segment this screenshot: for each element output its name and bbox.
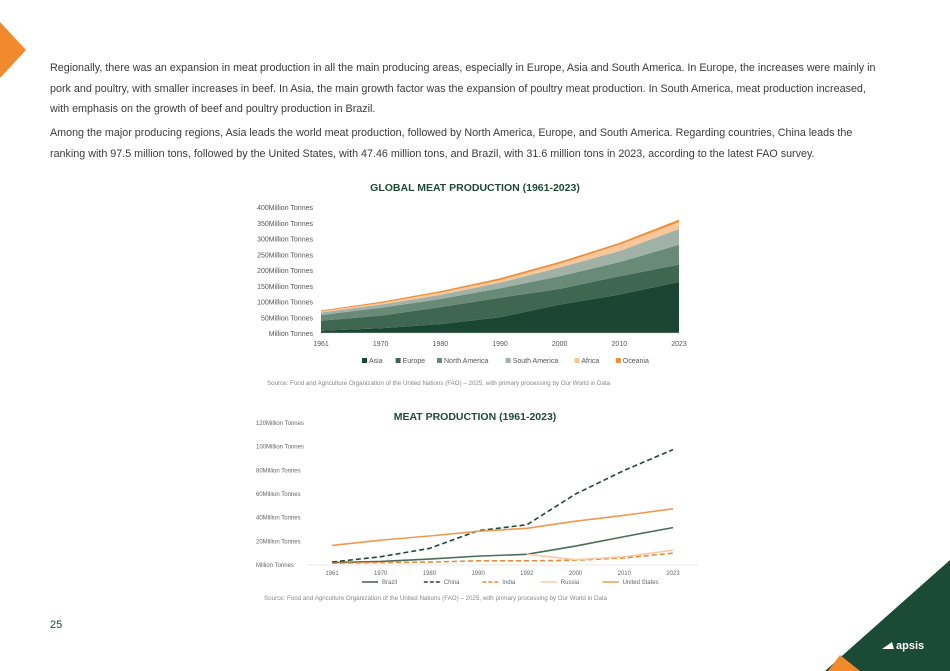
- chart-source: Source: Food and Agriculture Organizatio…: [264, 595, 608, 602]
- x-tick-label: 1961: [325, 571, 339, 577]
- line-brazil: [331, 526, 674, 564]
- legend-label: China: [444, 580, 460, 586]
- paragraph-ranking: Among the major producing regions, Asia …: [50, 127, 853, 160]
- page-number: 25: [50, 619, 63, 631]
- x-tick-label: 2023: [671, 341, 687, 348]
- line-india: [331, 552, 674, 565]
- paragraph-regional: Regionally, there was an expansion in me…: [50, 62, 876, 115]
- y-tick-label: 200Million Tonnes: [257, 268, 313, 275]
- legend-swatch-africa: [574, 358, 580, 363]
- legend-swatch-europe: [395, 358, 401, 363]
- area-asia: [321, 281, 679, 333]
- legend-label: Oceania: [623, 358, 649, 365]
- legend-swatch-oceania: [615, 358, 621, 363]
- x-tick-label: 2023: [666, 571, 680, 577]
- x-tick-label: 1990: [492, 341, 508, 348]
- legend-label: Europe: [403, 358, 426, 365]
- legend-label: North America: [444, 358, 488, 365]
- legend-label: India: [502, 580, 516, 586]
- x-tick-label: 1990: [471, 571, 485, 577]
- global-meat-production-chart: GLOBAL MEAT PRODUCTION (1961-2023) Millio…: [257, 182, 687, 387]
- legend-label: Africa: [581, 358, 599, 365]
- x-tick-label: 2000: [569, 571, 583, 577]
- legend-swatch-south-america: [505, 358, 511, 363]
- y-tick-label: 400Million Tonnes: [257, 205, 313, 212]
- line-united-states: [331, 508, 674, 547]
- chart-title: MEAT PRODUCTION (1961-2023): [394, 411, 557, 423]
- chart-source: Source: Food and Agriculture Organizatio…: [267, 380, 611, 387]
- legend-label: Russia: [561, 580, 580, 586]
- y-tick-label: Million Tonnes: [256, 563, 294, 569]
- x-tick-label: 2010: [612, 341, 628, 348]
- area-north-america: [321, 244, 679, 321]
- legend-label: United States: [623, 580, 659, 586]
- legend-label: South America: [513, 358, 559, 365]
- y-tick-label: 120Million Tonnes: [256, 421, 304, 427]
- x-tick-label: 1980: [423, 571, 437, 577]
- legend-label: Asia: [369, 358, 383, 365]
- x-tick-label: 1970: [373, 341, 389, 348]
- y-tick-label: 100Million Tonnes: [257, 300, 313, 307]
- y-tick-label: 100Million Tonnes: [256, 445, 304, 451]
- legend-swatch-north-america: [437, 358, 442, 363]
- corner-triangle-top-left: [0, 22, 26, 78]
- x-tick-label: 1992: [520, 571, 534, 577]
- y-tick-label: Million Tonnes: [269, 331, 314, 338]
- y-tick-label: 60Million Tonnes: [256, 492, 301, 498]
- legend-swatch-asia: [362, 358, 367, 363]
- meat-production-chart: MEAT PRODUCTION (1961-2023) Million Tonne…: [256, 411, 698, 602]
- x-tick-label: 1961: [313, 341, 329, 348]
- y-tick-label: 300Million Tonnes: [257, 237, 313, 244]
- line-russia: [526, 549, 674, 561]
- chart-title: GLOBAL MEAT PRODUCTION (1961-2023): [370, 182, 580, 194]
- y-tick-label: 350Million Tonnes: [257, 221, 313, 228]
- logo-text: apsis: [896, 640, 924, 652]
- legend-label: Brazil: [382, 580, 397, 586]
- x-tick-label: 1980: [433, 341, 449, 348]
- x-tick-label: 2000: [552, 341, 568, 348]
- y-tick-label: 250Million Tonnes: [257, 252, 313, 259]
- y-tick-label: 20Million Tonnes: [256, 539, 301, 545]
- x-tick-label: 2010: [618, 571, 632, 577]
- corner-brand-block: apsis: [825, 560, 950, 671]
- y-tick-label: 150Million Tonnes: [257, 284, 313, 291]
- x-tick-label: 1970: [374, 571, 388, 577]
- y-tick-label: 80Million Tonnes: [256, 468, 301, 474]
- line-china: [331, 448, 674, 563]
- y-tick-label: 50Million Tonnes: [261, 315, 314, 322]
- y-tick-label: 40Million Tonnes: [256, 516, 301, 522]
- apsis-logo: apsis: [882, 640, 924, 652]
